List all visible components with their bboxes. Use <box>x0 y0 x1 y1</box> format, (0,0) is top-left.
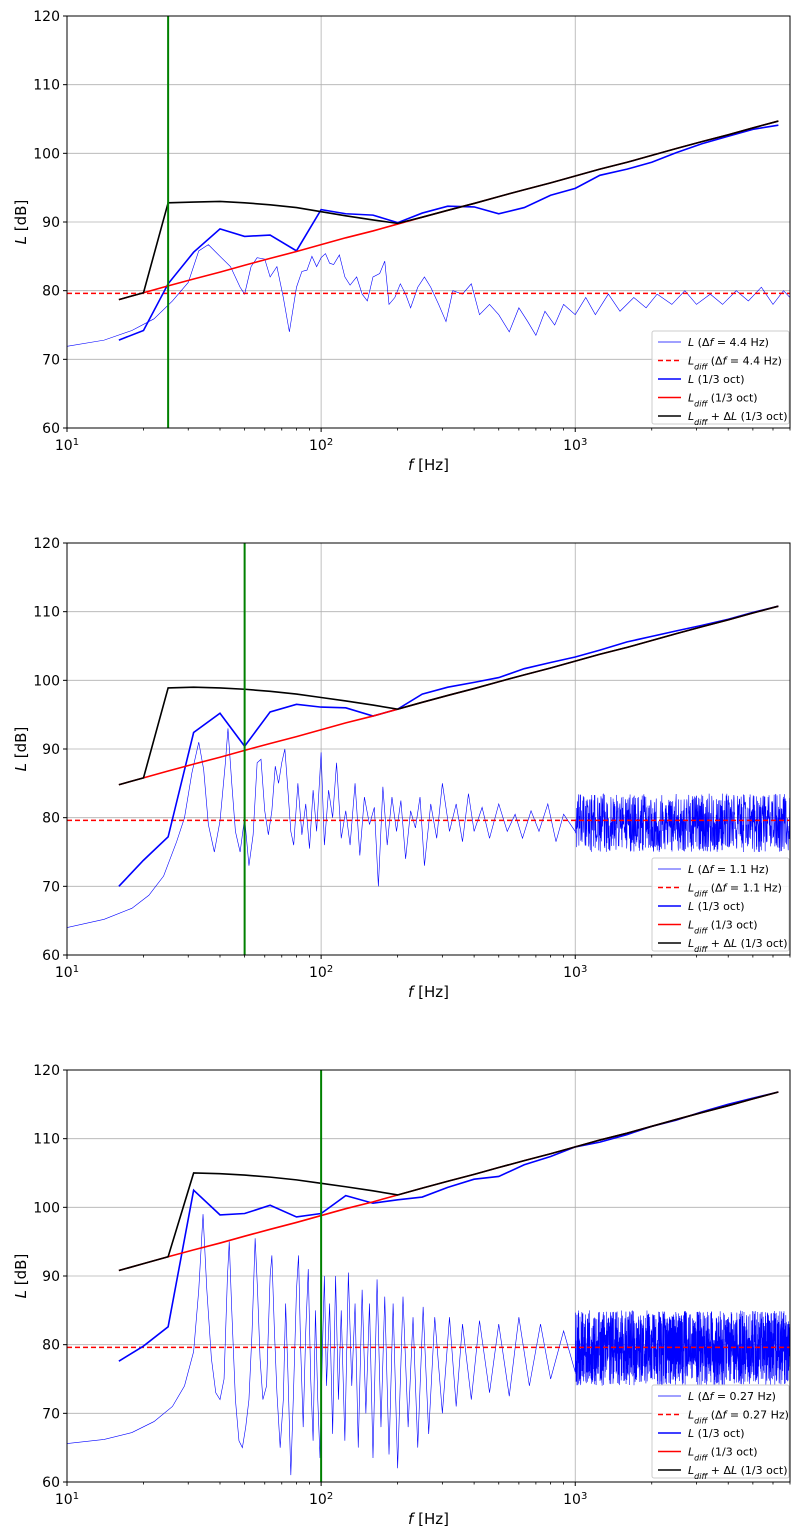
y-tick-label: 90 <box>42 1269 60 1285</box>
x-axis-label: f [Hz] <box>408 456 449 474</box>
y-tick-label: 80 <box>42 1338 60 1354</box>
plot-area <box>67 543 790 955</box>
y-tick-label: 110 <box>33 78 60 94</box>
third-octave-l-line <box>118 124 779 341</box>
y-tick-label: 120 <box>33 9 60 25</box>
y-tick-label: 100 <box>33 673 60 689</box>
x-tick-label: 103 <box>563 964 587 982</box>
legend-label: L (Δf = 4.4 Hz) <box>688 336 769 349</box>
x-tick-label: 101 <box>55 437 79 455</box>
x-tick-label: 101 <box>55 964 79 982</box>
x-tick-label: 101 <box>55 1491 79 1509</box>
legend-label: Ldiff (1/3 oct) <box>688 392 758 409</box>
y-tick-label: 60 <box>42 1475 60 1491</box>
x-tick-label: 102 <box>309 964 333 982</box>
third-octave-ldiff-plus-dl-line <box>118 1091 779 1272</box>
y-tick-label: 100 <box>33 1200 60 1216</box>
legend-label: Ldiff (Δf = 1.1 Hz) <box>688 882 782 899</box>
y-axis-label: L [dB] <box>12 200 30 245</box>
legend: L (Δf = 4.4 Hz) Ldiff (Δf = 4.4 Hz)L (1/3… <box>651 330 790 427</box>
x-axis-label: f [Hz] <box>408 983 449 1001</box>
narrowband-spectrum-line <box>67 244 790 347</box>
third-octave-ldiff-plus-dl-line <box>118 120 779 301</box>
chart-panel-2: 60 70 80 90 100 110 120 101 102 103 f [Hz] L [dB] L … <box>12 536 791 1001</box>
x-axis-label: f [Hz] <box>408 1510 449 1528</box>
y-axis-label: L [dB] <box>12 1254 30 1299</box>
legend-label: Ldiff + ΔL (1/3 oct) <box>688 1464 787 1481</box>
y-axis-label: L [dB] <box>12 727 30 772</box>
legend-label: Ldiff (1/3 oct) <box>688 1446 758 1463</box>
legend-label: L (1/3 oct) <box>688 373 745 386</box>
y-tick-label: 60 <box>42 421 60 437</box>
plot-area <box>67 1070 790 1482</box>
x-tick-label: 103 <box>563 437 587 455</box>
y-tick-label: 90 <box>42 742 60 758</box>
y-tick-label: 80 <box>42 284 60 300</box>
legend-label: Ldiff (Δf = 0.27 Hz) <box>688 1409 789 1426</box>
x-tick-label: 102 <box>309 437 333 455</box>
legend-box <box>651 1384 790 1479</box>
y-tick-label: 120 <box>33 536 60 552</box>
legend-label: Ldiff (Δf = 4.4 Hz) <box>688 355 782 372</box>
y-tick-label: 110 <box>33 605 60 621</box>
narrowband-spectrum-line <box>67 1214 790 1476</box>
y-tick-label: 70 <box>42 879 60 895</box>
third-octave-l-line <box>118 605 779 887</box>
legend-label: L (Δf = 0.27 Hz) <box>688 1390 776 1403</box>
y-tick-label: 120 <box>33 1063 60 1079</box>
y-tick-label: 70 <box>42 352 60 368</box>
legend-label: Ldiff + ΔL (1/3 oct) <box>688 937 787 954</box>
y-tick-label: 80 <box>42 811 60 827</box>
legend: L (Δf = 1.1 Hz) Ldiff (Δf = 1.1 Hz)L (1/3… <box>651 857 790 954</box>
legend-box <box>651 857 790 952</box>
legend-label: L (Δf = 1.1 Hz) <box>688 863 769 876</box>
y-tick-label: 100 <box>33 146 60 162</box>
y-tick-label: 60 <box>42 948 60 964</box>
chart-panel-1: 60 70 80 90 100 110 120 101 102 103 f [Hz] L [dB] L … <box>12 9 791 474</box>
x-tick-label: 102 <box>309 1491 333 1509</box>
y-tick-label: 90 <box>42 215 60 231</box>
legend: L (Δf = 0.27 Hz) Ldiff (Δf = 0.27 Hz)L (1… <box>651 1384 790 1481</box>
third-octave-ldiff-plus-dl-line <box>118 605 779 786</box>
legend-label: Ldiff (1/3 oct) <box>688 919 758 936</box>
y-tick-label: 110 <box>33 1132 60 1148</box>
x-tick-label: 103 <box>563 1491 587 1509</box>
y-tick-label: 70 <box>42 1406 60 1422</box>
legend-label: L (1/3 oct) <box>688 900 745 913</box>
legend-label: Ldiff + ΔL (1/3 oct) <box>688 410 787 427</box>
legend-box <box>651 330 790 425</box>
plot-area <box>67 16 790 428</box>
narrowband-spectrum-line <box>67 728 790 928</box>
legend-label: L (1/3 oct) <box>688 1427 745 1440</box>
chart-panel-3: 60 70 80 90 100 110 120 101 102 103 f [Hz] L [dB] L … <box>12 1063 791 1528</box>
